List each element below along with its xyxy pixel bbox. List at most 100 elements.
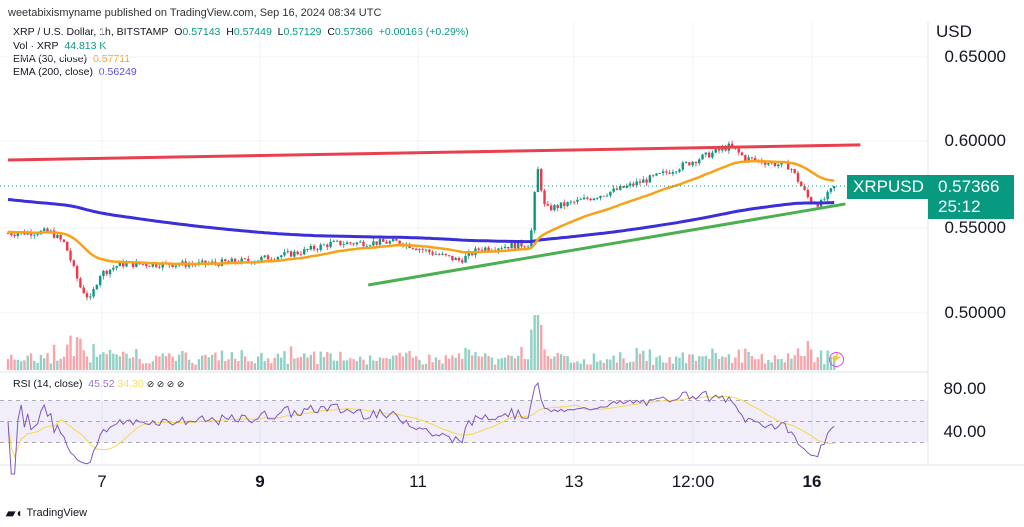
candle-body [513,242,517,249]
candle-body [46,228,49,232]
candle-body [796,172,800,182]
volume-bar [79,338,82,370]
candle-body [464,255,467,263]
volume-bar [358,356,362,370]
volume-bar [92,344,95,370]
volume-bar [737,349,740,370]
time-axis-label: 7 [97,472,107,491]
volume-bar [813,362,816,370]
volume-legend[interactable]: Vol · XRP 44.813 K [13,40,106,52]
publisher-header: weetabixismyname published on TradingVie… [8,7,382,19]
volume-bar [658,355,661,370]
volume-bar [405,352,408,370]
volume-bar [711,348,714,370]
tradingview-watermark: ▰◖ TradingView [6,506,87,520]
candle-body [461,260,464,263]
candle-body [6,233,10,235]
volume-bar [59,358,62,370]
ema200-legend[interactable]: EMA (200, close) 0.56249 [13,66,137,78]
volume-bar [786,353,790,370]
volume-bar [141,363,145,370]
volume-bar [85,356,89,370]
volume-label: Vol · XRP [13,40,59,52]
volume-bar [602,362,605,370]
tradingview-logo-icon: ▰◖ [6,506,23,520]
candle-body [628,183,632,186]
volume-bar [368,355,372,370]
candle-body [790,169,793,170]
volume-bar [46,353,49,370]
volume-bar [493,364,497,370]
candle-body [42,228,46,231]
candle-body [398,240,401,244]
candle-body [707,152,711,158]
candle-body [148,265,151,267]
volume-bar [510,355,513,370]
candle-body [171,265,174,267]
volume-bar [773,355,777,370]
volume-bar [349,358,352,370]
volume-bar [424,363,428,370]
candle-body [145,264,148,266]
volume-bar [365,364,368,370]
support-trendline [367,202,846,287]
candle-body [800,181,803,187]
candle-body [786,162,790,170]
candle-body [444,253,447,256]
low-value: 0.57129 [283,26,322,38]
candle-body [632,183,635,186]
volume-bar [128,358,131,370]
volume-bar [556,352,559,370]
candle-body [477,248,480,250]
volume-bar [115,354,118,370]
candle-body [299,254,303,255]
symbol-name[interactable]: XRP / U.S. Dollar, 1h, BITSTAMP [13,26,169,38]
currency-label[interactable]: USD [936,22,972,41]
volume-bar [164,355,168,370]
volume-bar [421,364,424,370]
change-value: +0.00166 (+0.29%) [378,26,469,38]
volume-bar [270,363,273,370]
volume-bar [747,352,750,370]
volume-bar [619,352,622,370]
volume-bar [316,363,319,370]
candle-body [36,234,39,236]
volume-bar [566,355,569,370]
candle-body [681,162,684,170]
volume-bar [582,359,586,370]
candle-body [674,171,678,173]
candle-body [714,148,717,153]
rsi-legend[interactable]: RSI (14, close) 45.52 34.30 ⊘ ⊘ ⊘ ⊘ [13,378,184,390]
volume-bar [668,357,671,370]
candle-body [832,186,836,189]
volume-bar [513,358,517,370]
volume-bar [572,362,576,370]
open-label: O [174,26,183,38]
volume-bar [444,355,447,370]
volume-bar [266,358,270,370]
candle-body [747,157,750,161]
volume-bar [533,315,536,370]
volume-bar [23,360,26,370]
candle-body [121,261,125,267]
volume-bar [714,352,717,370]
candle-body [576,199,579,202]
volume-bar [181,350,184,370]
volume-bar [546,355,550,370]
candle-body [454,257,457,261]
candle-body [329,241,332,247]
volume-bar [10,354,13,370]
volume-bar [579,363,582,370]
candle-body [79,278,82,288]
candle-body [559,202,563,209]
volume-bar [204,354,207,370]
candle-body [293,251,296,257]
lightning-icon[interactable]: ⚡ [829,352,844,367]
ema30-line [7,159,835,266]
volume-bar [615,362,619,370]
candle-body [642,179,645,183]
volume-bar [474,352,477,370]
volume-bar [809,349,813,370]
candle-body [204,260,207,265]
